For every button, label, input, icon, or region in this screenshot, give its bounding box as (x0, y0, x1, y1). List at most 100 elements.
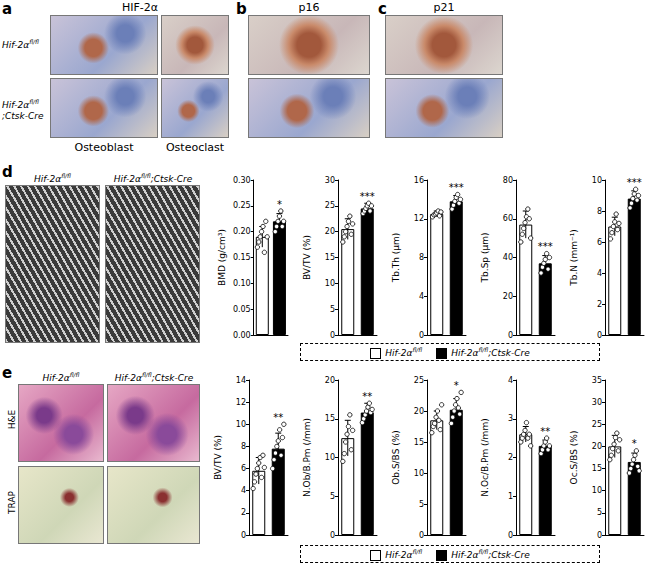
html-text:HIF-2α: HIF-2α (122, 1, 158, 14)
svg-text:15: 15 (592, 464, 602, 473)
html-text:Hif-2αfl/fl;Ctsk-Cre: Hif-2αfl/fl;Ctsk-Cre (114, 371, 194, 383)
svg-text:10: 10 (414, 469, 424, 478)
svg-text:80: 80 (503, 176, 513, 185)
svg-text:0: 0 (419, 531, 424, 540)
svg-text:Tb.N (mm⁻¹): Tb.N (mm⁻¹) (569, 229, 579, 287)
svg-text:BV/TV (%): BV/TV (%) (213, 435, 223, 480)
svg-text:*: * (632, 438, 637, 449)
svg-text:0.30: 0.30 (233, 176, 251, 185)
html-text:Hif-2αfl/fl;Ctsk-Cre: Hif-2αfl/fl;Ctsk-Cre (451, 345, 530, 358)
svg-text:10: 10 (592, 486, 602, 495)
svg-text:40: 40 (503, 253, 513, 262)
svg-text:15: 15 (325, 253, 335, 262)
svg-text:*: * (454, 380, 459, 391)
html-text:Hif-2αfl/fl;Ctsk-Cre: Hif-2αfl/fl;Ctsk-Cre (113, 172, 193, 184)
html-text:b: b (236, 0, 247, 18)
svg-text:6: 6 (597, 238, 602, 247)
svg-text:15: 15 (414, 438, 424, 447)
svg-text:BV/TV (%): BV/TV (%) (302, 235, 312, 280)
svg-text:3: 3 (508, 414, 513, 423)
svg-text:35: 35 (592, 376, 602, 385)
svg-text:12: 12 (414, 214, 424, 223)
html-text:Osteoblast: Osteoblast (74, 141, 134, 154)
svg-text:0: 0 (330, 331, 335, 340)
svg-text:15: 15 (325, 414, 335, 423)
svg-text:20: 20 (414, 407, 424, 416)
svg-text:10: 10 (325, 453, 335, 462)
svg-text:***: *** (360, 191, 375, 202)
svg-text:60: 60 (503, 214, 513, 223)
svg-text:4: 4 (419, 292, 424, 301)
svg-text:**: ** (273, 412, 283, 423)
svg-text:0: 0 (330, 531, 335, 540)
html-text:Hif-2αfl/fl: Hif-2αfl/fl (34, 172, 71, 184)
svg-text:2: 2 (597, 300, 602, 309)
svg-text:20: 20 (325, 376, 335, 385)
svg-text:25: 25 (414, 376, 424, 385)
svg-text:30: 30 (325, 176, 335, 185)
svg-text:2: 2 (241, 508, 246, 517)
svg-text:4: 4 (597, 269, 602, 278)
html-text:Hif-2αfl/fl: Hif-2αfl/fl (385, 547, 423, 560)
svg-text:BMD (g/cm³): BMD (g/cm³) (217, 229, 227, 286)
svg-text:20: 20 (592, 442, 602, 451)
svg-text:0.00: 0.00 (233, 331, 251, 340)
html-text:Hif-2αfl/fl: Hif-2αfl/fl (2, 38, 39, 50)
svg-text:*: * (277, 199, 282, 210)
svg-text:6: 6 (241, 464, 246, 473)
svg-text:0: 0 (419, 331, 424, 340)
svg-text:0: 0 (597, 531, 602, 540)
svg-text:10: 10 (236, 420, 246, 429)
svg-text:N.Ob/B.Pm (/mm): N.Ob/B.Pm (/mm) (302, 418, 312, 497)
html-text:Hif-2αfl/fl: Hif-2αfl/fl (385, 345, 423, 358)
html-text:p16: p16 (298, 1, 320, 14)
svg-text:0: 0 (508, 531, 513, 540)
svg-text:**: ** (540, 426, 550, 437)
svg-text:16: 16 (414, 176, 424, 185)
html-text:a: a (2, 0, 13, 18)
svg-text:25: 25 (592, 420, 602, 429)
svg-text:14: 14 (236, 376, 246, 385)
svg-text:Tb.Th (μm): Tb.Th (μm) (391, 233, 401, 284)
svg-text:4: 4 (241, 486, 246, 495)
html-text:Osteoclast: Osteoclast (166, 141, 224, 154)
svg-text:1: 1 (508, 492, 513, 501)
svg-text:8: 8 (419, 253, 424, 262)
svg-text:8: 8 (597, 207, 602, 216)
svg-text:20: 20 (503, 292, 513, 301)
svg-text:N.Oc/B.Pm (/mm): N.Oc/B.Pm (/mm) (480, 418, 490, 496)
svg-text:5: 5 (597, 508, 602, 517)
svg-text:Ob.S/BS (%): Ob.S/BS (%) (391, 430, 401, 485)
svg-text:0: 0 (508, 331, 513, 340)
svg-text:0: 0 (241, 531, 246, 540)
svg-text:***: *** (449, 182, 464, 193)
svg-text:***: *** (538, 241, 553, 252)
svg-text:Oc.S/BS (%): Oc.S/BS (%) (569, 431, 579, 485)
svg-text:0.20: 0.20 (233, 227, 251, 236)
html-text:Hif-2αfl/fl;Ctsk-Cre: Hif-2αfl/fl;Ctsk-Cre (451, 547, 530, 560)
svg-text:Tb.Sp (μm): Tb.Sp (μm) (480, 233, 490, 284)
html-text:p21: p21 (433, 1, 455, 14)
svg-text:10: 10 (592, 176, 602, 185)
svg-text:30: 30 (592, 398, 602, 407)
html-text:Hif-2αfl/fl: Hif-2αfl/fl (42, 371, 80, 383)
svg-text:0.10: 0.10 (233, 279, 251, 288)
svg-text:2: 2 (508, 453, 513, 462)
svg-text:12: 12 (236, 398, 246, 407)
svg-text:0: 0 (597, 331, 602, 340)
html-text:d: d (2, 163, 13, 181)
svg-text:0.15: 0.15 (233, 253, 251, 262)
svg-text:5: 5 (330, 492, 335, 501)
svg-text:10: 10 (325, 279, 335, 288)
svg-text:8: 8 (241, 442, 246, 451)
svg-text:4: 4 (508, 376, 513, 385)
svg-text:**: ** (362, 391, 372, 402)
svg-text:***: *** (627, 177, 642, 188)
svg-text:0.25: 0.25 (233, 201, 251, 210)
html-text:Hif-2αfl/fl: Hif-2αfl/fl (2, 98, 39, 110)
svg-text:20: 20 (325, 227, 335, 236)
svg-text:0.05: 0.05 (233, 305, 251, 314)
svg-text:25: 25 (325, 201, 335, 210)
svg-text:5: 5 (330, 305, 335, 314)
svg-text:5: 5 (419, 500, 424, 509)
